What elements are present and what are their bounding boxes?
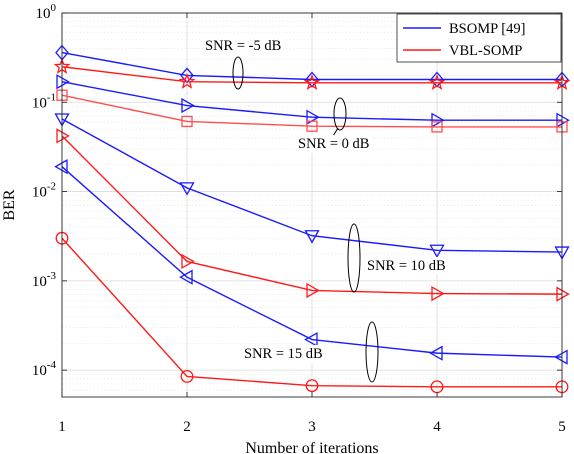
marker-triangle-right	[556, 112, 570, 128]
x-tick-label: 1	[58, 419, 66, 435]
y-tick-label: 10-1	[32, 91, 56, 111]
marker-triangle-right	[56, 128, 70, 144]
series-vbl-somp-snr-5-db	[53, 57, 571, 90]
marker-triangle-right	[431, 285, 445, 302]
x-axis-title: Number of iterations	[245, 440, 378, 454]
marker-triangle-right	[306, 109, 320, 125]
annotation-label: SNR = 10 dB	[367, 258, 446, 274]
marker-star-shape	[428, 74, 446, 90]
marker-star	[303, 74, 321, 90]
annotation-snr-group: SNR = -5 dB	[203, 37, 284, 90]
annotation-label: SNR = 0 dB	[298, 136, 369, 152]
marker-triangle-left	[179, 269, 193, 285]
marker-star	[178, 72, 196, 89]
marker-square	[306, 120, 318, 132]
series-vbl-somp-snr-10-db	[56, 128, 570, 302]
marker-star	[428, 74, 446, 90]
annotation-snr-group: SNR = 15 dB	[242, 321, 379, 383]
legend-entry: BSOMP [49]	[403, 21, 525, 37]
annotation-label-bg	[203, 37, 284, 55]
marker-triangle-right	[56, 74, 70, 90]
y-tick-label: 100	[36, 2, 57, 22]
series-line	[61, 135, 563, 295]
y-tick-label: 10-2	[32, 181, 56, 201]
marker-square	[431, 121, 443, 133]
x-tick-label: 3	[308, 419, 316, 435]
group-ellipse	[347, 223, 361, 293]
series-line	[61, 94, 562, 128]
marker-triangle-left	[554, 349, 568, 365]
marker-circle	[305, 379, 319, 393]
marker-triangle-right	[181, 253, 195, 270]
annotation-label-bg	[296, 135, 372, 153]
marker-triangle-right	[431, 112, 445, 128]
group-ellipse	[333, 97, 347, 131]
marker-triangle-right	[556, 286, 570, 302]
marker-triangle-down	[429, 244, 445, 259]
x-tick-label: 5	[558, 419, 566, 435]
legend-entry: VBL-SOMP	[403, 43, 522, 59]
marker-star-shape	[178, 72, 196, 89]
marker-triangle-left	[304, 331, 318, 348]
annotation-label: SNR = 15 dB	[244, 346, 323, 362]
x-tick-label: 2	[183, 419, 191, 435]
annotation-leader	[332, 127, 339, 137]
x-tick-label: 4	[433, 419, 441, 435]
series-line	[61, 66, 562, 84]
marker-triangle-down	[304, 230, 320, 244]
annotation-snr-group: SNR = 10 dB	[347, 223, 448, 293]
marker-triangle-right	[306, 282, 320, 299]
marker-triangle-down	[179, 182, 195, 196]
marker-circle	[180, 369, 194, 383]
marker-square	[181, 115, 193, 128]
marker-triangle-left	[429, 345, 443, 361]
series-bsomp-snr-0-db	[56, 74, 570, 128]
annotations: SNR = -5 dB SNR = 0 dB SNR = 10 dB SNR = 15…	[203, 37, 448, 383]
series-line	[61, 81, 562, 121]
series-line	[61, 51, 562, 81]
series-line	[61, 118, 563, 253]
annotation-snr-group: SNR = 0 dB	[296, 97, 372, 153]
series-line	[61, 166, 563, 358]
legend: BSOMP [49] VBL-SOMP	[396, 13, 562, 63]
marker-triangle-right	[181, 97, 195, 114]
legend-label: VBL-SOMP	[449, 43, 522, 59]
annotation-label-bg	[242, 345, 325, 363]
legend-box	[396, 13, 562, 63]
annotation-label-bg	[365, 257, 448, 275]
y-axis-title: BER	[1, 189, 18, 220]
plot-area	[53, 44, 571, 394]
y-tick-label: 10-4	[32, 359, 57, 379]
series-bsomp-snr-15-db	[54, 159, 568, 365]
legend-label: BSOMP [49]	[449, 21, 525, 37]
y-tick-label: 10-3	[32, 270, 57, 290]
group-ellipse	[365, 321, 379, 383]
annotation-label: SNR = -5 dB	[205, 38, 281, 54]
marker-star-shape	[303, 74, 321, 90]
marker-triangle-left	[54, 159, 68, 175]
tick-labels: 100 10-1 10-2 10-3 10-4 1 2 3 4 5	[32, 2, 566, 435]
series-line	[61, 237, 562, 388]
group-ellipse	[232, 56, 244, 90]
